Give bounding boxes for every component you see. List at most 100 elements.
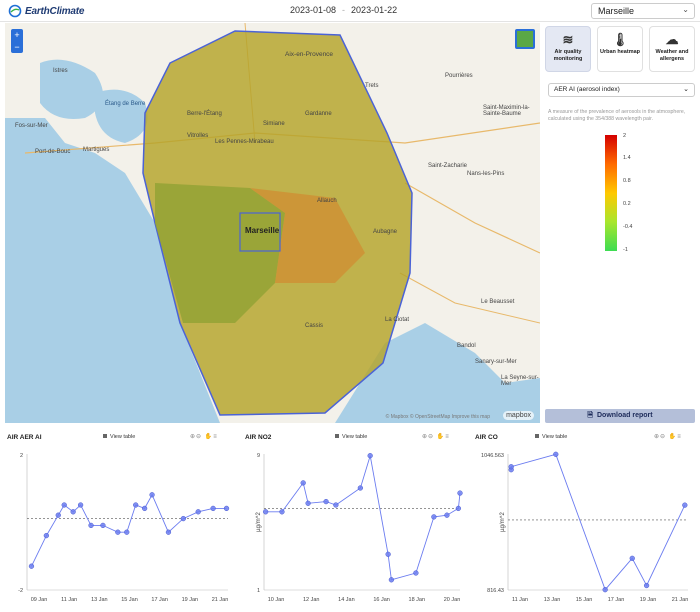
data-point: [133, 502, 139, 508]
data-point: [629, 555, 635, 561]
zoom-out-button[interactable]: −: [14, 42, 20, 52]
index-description: A measure of the prevalence of aerosols …: [548, 109, 686, 122]
x-tick-label: 12 Jan: [303, 597, 320, 603]
city-bbox[interactable]: [239, 212, 281, 252]
map-canvas[interactable]: [5, 23, 540, 423]
map-label: Les Pennes-Mirabeau: [215, 139, 274, 145]
y-tick-label: 1: [257, 588, 260, 594]
chart-svg: 9 1 µg/m^2 10 Jan 12 Jan 14 Jan 16 Jan 18 Jan 20…: [256, 453, 463, 603]
date-start[interactable]: 2023-01-08: [290, 5, 337, 15]
wind-icon: ≋: [562, 32, 574, 47]
color-scale-tick: -1: [623, 247, 628, 253]
mode-weather-button[interactable]: ☁ Weather and allergens: [649, 26, 695, 72]
date-range[interactable]: 2023-01-08 - 2023-01-22: [290, 5, 397, 15]
map-label: Pourrières: [445, 73, 473, 79]
data-point: [195, 509, 201, 515]
color-scale-tick: 2: [623, 133, 627, 139]
chart-no2: AIR NO2 View table ⊕⊖ ✋≡ 9 1 µg/m^2 10 Jan 1…: [238, 430, 466, 612]
map-attribution[interactable]: © Mapbox © OpenStreetMap Improve this ma…: [385, 414, 490, 420]
color-scale: [605, 135, 617, 251]
data-point: [508, 464, 514, 470]
y-axis-label: µg/m^2: [500, 512, 506, 532]
x-tick-label: 20 Jan: [444, 597, 461, 603]
chart-tools[interactable]: ⊕⊖ ✋≡: [422, 434, 450, 440]
selected-city-label: Marseille: [245, 226, 280, 235]
x-tick-label: 10 Jan: [268, 597, 285, 603]
map-label: Gardanne: [305, 111, 332, 117]
x-tick-label: 21 Jan: [212, 597, 229, 603]
map-label: Aubagne: [373, 229, 398, 235]
chevron-down-icon: ⌄: [682, 5, 689, 14]
logo[interactable]: EarthClimate: [8, 4, 84, 18]
data-point: [70, 509, 76, 515]
mode-air-quality-button[interactable]: ≋ Air quality monitoring: [545, 26, 591, 72]
zoom-in-button[interactable]: +: [14, 30, 20, 40]
date-separator: -: [342, 5, 346, 15]
x-tick-label: 17 Jan: [608, 597, 625, 603]
map-label: Aix-en-Provence: [285, 51, 334, 58]
thermometer-icon: 🌡︎: [611, 32, 629, 47]
y-tick-label: -2: [18, 588, 23, 594]
app-header: EarthClimate 2023-01-08 - 2023-01-22 Mar…: [0, 0, 700, 22]
y-axis-label: µg/m^2: [256, 512, 262, 532]
map-label: La Seyne-sur-Mer: [501, 375, 539, 387]
data-point: [100, 522, 106, 529]
mode-urban-heatmap-button[interactable]: 🌡︎ Urban heatmap: [597, 26, 643, 72]
x-tick-label: 09 Jan: [31, 597, 48, 603]
mode-label: Weather and allergens: [655, 49, 689, 62]
map-label: Saint-Zacharie: [428, 163, 468, 169]
cloud-sun-icon: ☁: [665, 32, 679, 47]
map-label: Sanary-sur-Mer: [475, 359, 517, 365]
map-label: Martigues: [83, 147, 110, 153]
data-point: [279, 509, 285, 515]
map-label: Allauch: [317, 198, 337, 204]
data-point: [333, 502, 339, 508]
data-point: [388, 577, 395, 583]
map-label: Cassis: [305, 323, 324, 329]
mode-label: Air quality monitoring: [553, 49, 583, 62]
data-point: [28, 563, 35, 569]
data-point: [55, 512, 61, 518]
series-line: [510, 453, 686, 591]
data-point: [643, 582, 650, 589]
map-label: Fos-sur-Mer: [15, 123, 48, 129]
chart-title: AIR AER AI: [7, 434, 42, 441]
chart-title: AIR CO: [475, 434, 498, 441]
data-point: [262, 509, 269, 515]
color-scale-tick: -0.4: [623, 224, 633, 230]
map-label: Le Beausset: [481, 299, 515, 305]
data-point: [141, 505, 148, 512]
mapbox-logo[interactable]: mapbox: [503, 411, 534, 420]
zoom-control: + −: [11, 29, 23, 53]
city-select-value: Marseille: [598, 6, 635, 16]
x-tick-label: 14 Jan: [338, 597, 355, 603]
mode-label: Urban heatmap: [599, 49, 641, 55]
x-tick-label: 21 Jan: [672, 597, 689, 603]
x-tick-label: 15 Jan: [576, 597, 593, 603]
chart-svg: 2 -2 09 Jan 11 Jan 13 Jan 15 Jan 17 Jan 19 Jan 2…: [18, 453, 230, 603]
data-point: [305, 500, 311, 506]
color-scale-tick: 0.8: [623, 178, 631, 184]
view-table-button[interactable]: View table: [335, 434, 367, 440]
map-view[interactable]: + − Aix-en-Provence Pourrières Istres Ét…: [5, 23, 540, 423]
x-tick-label: 11 Jan: [61, 597, 77, 603]
download-report-button[interactable]: 🗎 Download report: [545, 409, 695, 423]
map-label: Simiane: [263, 121, 285, 127]
data-point: [431, 514, 437, 520]
index-select[interactable]: AER AI (aerosol index) ⌄: [548, 83, 695, 97]
view-table-button[interactable]: View table: [535, 434, 567, 440]
layer-toggle-button[interactable]: [515, 29, 535, 49]
date-end[interactable]: 2023-01-22: [351, 5, 398, 15]
chart-title: AIR NO2: [245, 434, 272, 441]
view-table-button[interactable]: View table: [103, 434, 135, 440]
x-tick-label: 15 Jan: [121, 597, 138, 603]
chart-tools[interactable]: ⊕⊖ ✋≡: [654, 434, 682, 440]
y-tick-label: 816.43: [487, 588, 504, 594]
data-point: [124, 529, 130, 535]
chart-tools[interactable]: ⊕⊖ ✋≡: [190, 434, 218, 440]
data-point: [223, 505, 230, 512]
map-label: Berre-l'Étang: [187, 111, 222, 117]
city-select[interactable]: Marseille ⌄: [591, 3, 695, 19]
data-point: [455, 505, 462, 512]
data-point: [165, 529, 172, 535]
